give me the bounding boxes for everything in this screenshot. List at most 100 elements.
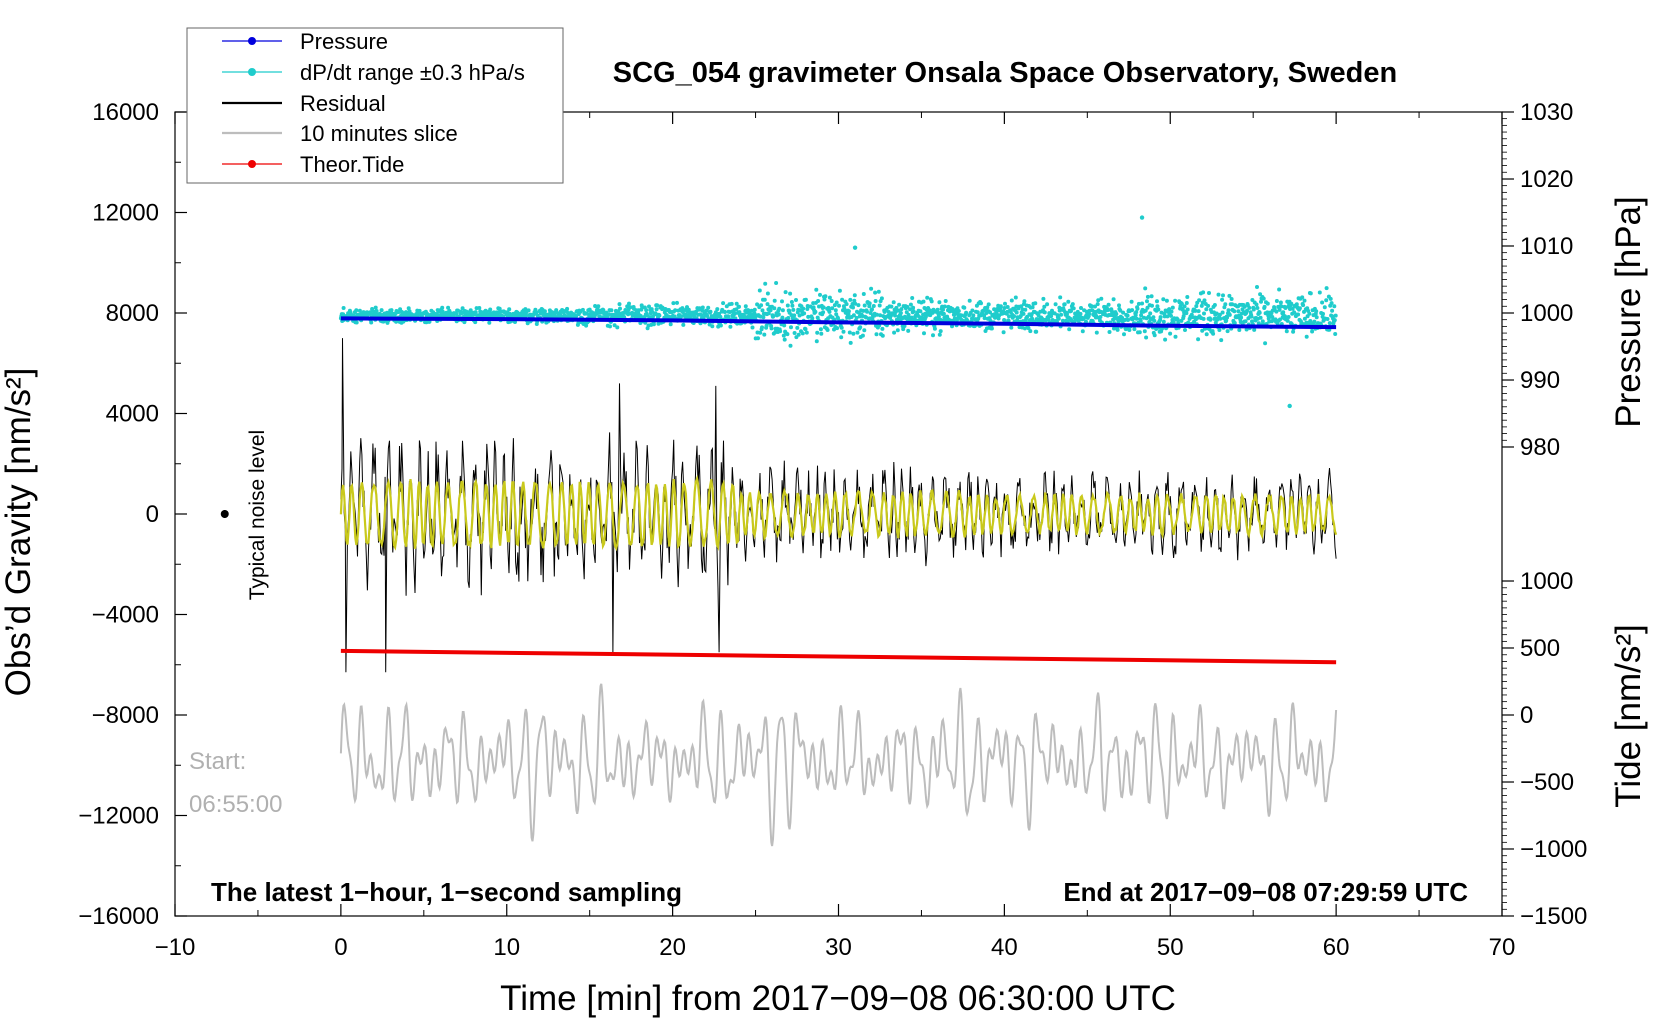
dpdt-point	[923, 315, 928, 319]
dpdt-point	[617, 302, 622, 307]
dpdt-point	[1045, 302, 1050, 307]
dpdt-point	[996, 316, 1001, 321]
y-tick-label: 12000	[92, 200, 159, 227]
dpdt-point	[1232, 321, 1237, 325]
y-tick-label: −12000	[78, 803, 159, 830]
dpdt-point	[1194, 304, 1199, 309]
dpdt-point	[1106, 308, 1111, 312]
dpdt-point	[853, 301, 858, 306]
dpdt-point	[1173, 334, 1178, 339]
dpdt-point	[1324, 298, 1329, 303]
dpdt-point	[1312, 319, 1317, 324]
dpdt-point	[1201, 316, 1206, 321]
dpdt-point	[1150, 303, 1154, 308]
dpdt-point	[806, 314, 811, 319]
dpdt-point	[651, 322, 656, 327]
dpdt-point	[1118, 308, 1123, 313]
dpdt-point	[998, 304, 1003, 309]
dpdt-point	[369, 320, 374, 325]
dpdt-point	[1013, 295, 1018, 300]
dpdt-point	[1224, 318, 1229, 323]
dpdt-point	[743, 304, 748, 309]
dpdt-point	[1308, 291, 1313, 296]
dpdt-point	[1259, 299, 1263, 304]
dpdt-point	[1274, 299, 1279, 303]
legend-box	[186, 27, 564, 184]
dpdt-point	[729, 301, 734, 306]
dpdt-point	[373, 305, 378, 310]
dpdt-point	[1179, 301, 1184, 306]
dpdt-point	[1249, 314, 1254, 319]
dpdt-point	[1056, 316, 1061, 321]
dpdt-point	[357, 308, 362, 313]
dpdt-point	[803, 297, 808, 302]
dpdt-point	[1332, 304, 1337, 309]
dpdt-point	[1145, 305, 1150, 310]
dpdt-point	[1265, 310, 1270, 315]
dpdt-point	[715, 307, 720, 312]
dpdt-point	[759, 303, 764, 308]
dpdt-point	[879, 296, 884, 301]
dpdt-point	[1155, 299, 1159, 304]
dpdt-point	[1156, 307, 1161, 312]
dpdt-point	[896, 308, 901, 313]
dpdt-point	[750, 325, 755, 330]
dpdt-point	[922, 331, 926, 336]
dpdt-point	[801, 306, 806, 311]
y-tick-label: 0	[146, 501, 159, 528]
dpdt-outlier	[852, 245, 858, 250]
dpdt-point	[1125, 313, 1130, 318]
dpdt-point	[758, 330, 763, 335]
dpdt-point	[1213, 320, 1218, 325]
legend-slice-label: 10 minutes slice	[300, 121, 458, 146]
dpdt-point	[905, 304, 910, 309]
dpdt-point	[1065, 312, 1069, 316]
dpdt-point	[1117, 303, 1121, 308]
dpdt-point	[681, 322, 686, 327]
dpdt-point	[1225, 315, 1230, 320]
dpdt-point	[607, 312, 612, 317]
dpdt-point	[1022, 299, 1027, 304]
dpdt-point	[1099, 296, 1104, 301]
dpdt-point	[1095, 302, 1100, 307]
dpdt-point	[1324, 286, 1329, 291]
dpdt-point	[612, 323, 617, 328]
dpdt-point	[1218, 316, 1223, 321]
dpdt-point	[1226, 308, 1231, 313]
dpdt-point	[1197, 298, 1202, 303]
dpdt-point	[1145, 299, 1149, 304]
tide-series	[340, 648, 1337, 665]
x-tick-label: 70	[1489, 934, 1516, 961]
dpdt-point	[967, 298, 972, 303]
dpdt-point	[1202, 311, 1206, 316]
dpdt-point	[1220, 310, 1225, 315]
dpdt-point	[899, 307, 904, 312]
dpdt-point	[1262, 304, 1267, 309]
dpdt-point	[1204, 332, 1209, 337]
dpdt-point	[788, 343, 793, 348]
pressure-tick-label: 1010	[1520, 233, 1573, 260]
dpdt-point	[870, 307, 874, 312]
dpdt-point	[379, 308, 384, 313]
dpdt-point	[497, 306, 502, 311]
dpdt-point	[1329, 301, 1334, 306]
legend-entry-tide: Theor.Tide	[222, 152, 404, 177]
dpdt-point	[795, 325, 800, 330]
dpdt-point	[1079, 306, 1083, 310]
dpdt-point	[1030, 305, 1035, 310]
dpdt-point	[862, 328, 867, 333]
x-tick-label: 10	[493, 934, 520, 961]
dpdt-point	[381, 319, 386, 324]
dpdt-point	[1060, 318, 1065, 323]
dpdt-point	[762, 297, 767, 302]
dpdt-point	[742, 313, 746, 318]
dpdt-point	[852, 298, 857, 303]
x-axis-label: Time [min] from 2017−09−08 06:30:00 UTC	[500, 979, 1176, 1018]
dpdt-point	[821, 310, 826, 315]
dpdt-point	[1042, 310, 1047, 315]
dpdt-point	[1041, 296, 1046, 301]
x-tick-label: 20	[659, 934, 686, 961]
dpdt-point	[1211, 331, 1216, 336]
dpdt-point	[1136, 301, 1141, 306]
dpdt-point	[1169, 309, 1174, 314]
